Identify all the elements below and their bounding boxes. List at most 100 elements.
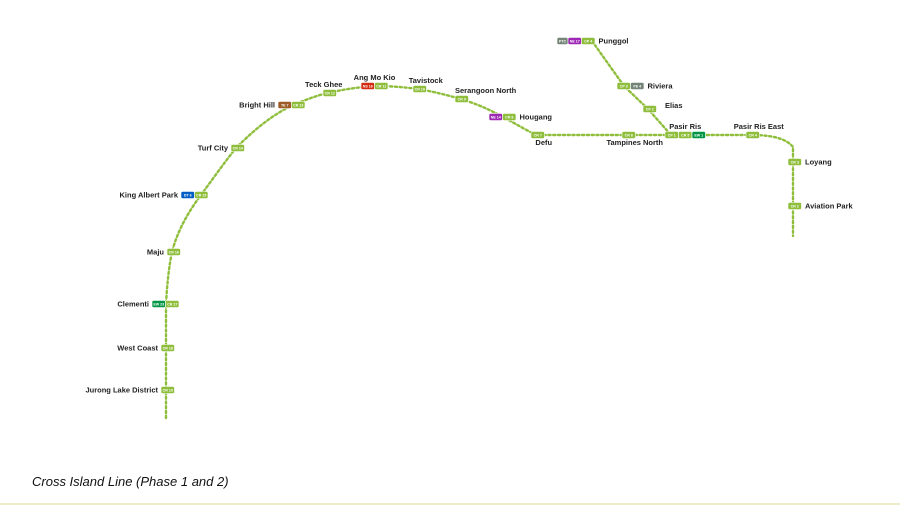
station-aviation-park: CR 2 Aviation Park — [787, 202, 853, 211]
station-name: Clementi — [117, 300, 149, 309]
line-code-badge — [194, 191, 209, 199]
station-name: Punggol — [599, 37, 629, 46]
station-west-coast: CR 18 West Coast — [117, 344, 175, 353]
line-code-text: CR 7 — [534, 133, 542, 137]
station-name: Bright Hill — [239, 101, 275, 110]
line-code-badge — [745, 131, 760, 139]
line-code-text: CR 13 — [293, 103, 303, 107]
station-name: Pasir Ris — [669, 122, 701, 131]
line-code-badge — [530, 131, 545, 139]
line-code-text: CR 5 — [681, 133, 689, 137]
station-name: Tavistock — [409, 76, 444, 85]
line-code-badge — [787, 158, 802, 166]
station-name: Tampines North — [606, 138, 663, 147]
line-code-text: CR 9 — [458, 97, 466, 101]
line-code-badge — [160, 386, 175, 394]
line-code-badge — [165, 300, 180, 308]
station-turf-city: CR 14 Turf City — [198, 144, 245, 153]
station-clementi: EW 23 CR 17 Clementi — [117, 300, 180, 309]
line-code-text: NE 17 — [570, 39, 580, 43]
line-code-badge — [581, 37, 596, 45]
line-track — [164, 39, 795, 420]
station-name: Serangoon North — [455, 86, 517, 95]
line-code-badge — [691, 131, 706, 139]
station-elias: CP 2 Elias — [642, 101, 683, 113]
line-code-text: PTC — [559, 39, 567, 43]
station-jurong-lake-district: CR 19 Jurong Lake District — [85, 386, 175, 395]
station-ang-mo-kio: NS 16 CR 11 Ang Mo Kio — [354, 73, 396, 90]
line-code-text: CR 2 — [791, 204, 799, 208]
line-code-badge — [160, 344, 175, 352]
station-pasir-ris-east: CR 4 Pasir Ris East — [734, 122, 785, 139]
line-code-text: CP 3 — [620, 84, 628, 88]
station-name: Maju — [147, 248, 165, 257]
station-hougang: NE 14 CR 8 Hougang — [488, 113, 553, 122]
station-teck-ghee: CR 12 Teck Ghee — [305, 80, 342, 97]
line-code-text: TE 7 — [281, 103, 289, 107]
line-code-badge — [642, 105, 657, 113]
line-code-text: EW 1 — [694, 133, 703, 137]
line-code-text: CR 3 — [791, 160, 799, 164]
station-king-albert-park: DT 6 CR 15 King Albert Park — [120, 191, 209, 200]
station-maju: CR 16 Maju — [147, 248, 181, 257]
line-code-text: CR 4 — [749, 133, 757, 137]
station-name: King Albert Park — [120, 191, 179, 200]
line-code-text: CR 14 — [233, 146, 243, 150]
line-code-text: CR 11 — [376, 84, 386, 88]
line-code-text: NS 16 — [363, 84, 373, 88]
line-code-text: CR 8 — [505, 115, 513, 119]
line-code-badge — [630, 82, 645, 90]
station-name: Loyang — [805, 158, 832, 167]
track-punggol-branch — [590, 39, 673, 137]
line-code-badge — [502, 113, 517, 121]
station-serangoon-north: CR 9 Serangoon North — [454, 86, 517, 103]
line-code-badge — [454, 95, 469, 103]
station-name: Turf City — [198, 144, 229, 153]
station-riviera: CP 3 PE 4 Riviera — [616, 82, 674, 91]
line-code-badge — [374, 82, 389, 90]
line-code-text: CP 1 — [668, 133, 676, 137]
station-name: Aviation Park — [805, 202, 853, 211]
line-code-text: PE 4 — [633, 84, 641, 88]
line-code-text: CR 15 — [196, 193, 206, 197]
line-code-badge — [621, 131, 636, 139]
line-code-text: CR 18 — [163, 346, 173, 350]
track-main-branch — [164, 84, 795, 420]
line-code-text: NE 14 — [491, 115, 501, 119]
line-code-badge — [230, 144, 245, 152]
line-code-text: CP 2 — [646, 107, 654, 111]
line-code-text: CR 12 — [325, 91, 335, 95]
line-code-text: CR 10 — [415, 87, 425, 91]
station-name: Defu — [535, 138, 552, 147]
line-code-text: DT 6 — [184, 193, 192, 197]
line-code-text: EW 23 — [153, 302, 164, 306]
station-name: Riviera — [648, 82, 674, 91]
line-code-badge — [166, 248, 181, 256]
station-bright-hill: TE 7 CR 13 Bright Hill — [239, 101, 306, 110]
bottom-divider — [0, 503, 900, 505]
line-code-text: CP 4 — [584, 39, 592, 43]
line-code-text: CR 16 — [169, 250, 179, 254]
line-code-badge — [412, 85, 427, 93]
line-code-badge — [787, 202, 802, 210]
stations-layer: CR 19 Jurong Lake District CR 18 West Coast… — [85, 37, 853, 395]
station-punggol: PTC NE 17 CP 4 Punggol — [556, 37, 629, 46]
line-code-text: CR 19 — [163, 388, 173, 392]
line-code-badge — [322, 89, 337, 97]
station-loyang: CR 3 Loyang — [787, 158, 832, 167]
station-name: Elias — [665, 101, 683, 110]
line-code-text: CR 17 — [167, 302, 177, 306]
station-name: Ang Mo Kio — [354, 73, 396, 82]
map-caption: Cross Island Line (Phase 1 and 2) — [32, 474, 229, 489]
line-code-text: CR 6 — [625, 133, 633, 137]
line-code-badge — [291, 101, 306, 109]
station-name: West Coast — [117, 344, 158, 353]
station-pasir-ris: CP 1 CR 5 EW 1 Pasir Ris — [664, 122, 706, 139]
station-name: Hougang — [520, 113, 553, 122]
station-name: Jurong Lake District — [85, 386, 158, 395]
station-tavistock: CR 10 Tavistock — [409, 76, 444, 93]
station-name: Pasir Ris East — [734, 122, 785, 131]
